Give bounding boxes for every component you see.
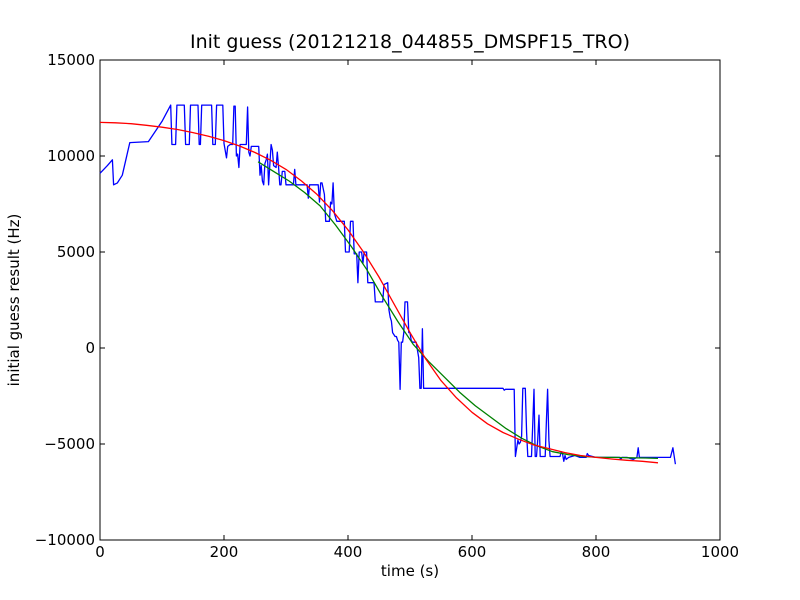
x-tick-label: 1000 [701, 543, 739, 561]
y-tick-label: 0 [85, 339, 95, 357]
y-tick-label: 10000 [47, 147, 95, 165]
x-tick-label: 200 [210, 543, 239, 561]
series-line-1 [99, 104, 677, 465]
y-tick-label: −10000 [35, 531, 95, 549]
y-tick-label: −5000 [44, 435, 95, 453]
series-line-3 [99, 121, 659, 464]
y-tick-label: 5000 [57, 243, 95, 261]
x-tick-label: 0 [95, 543, 105, 561]
series-layer [99, 104, 677, 465]
x-axis-label: time (s) [381, 562, 439, 580]
chart-title: Init guess (20121218_044855_DMSPF15_TRO) [190, 31, 630, 53]
x-tick-label: 400 [334, 543, 363, 561]
x-tick-label: 800 [582, 543, 611, 561]
x-tick-label: 600 [458, 543, 487, 561]
y-axis-label: initial guess result (Hz) [5, 214, 23, 387]
ticks-layer: 0 200 400 600 800 1000 −10000 −5000 0 5000 10000 15… [35, 51, 739, 561]
y-tick-label: 15000 [47, 51, 95, 69]
